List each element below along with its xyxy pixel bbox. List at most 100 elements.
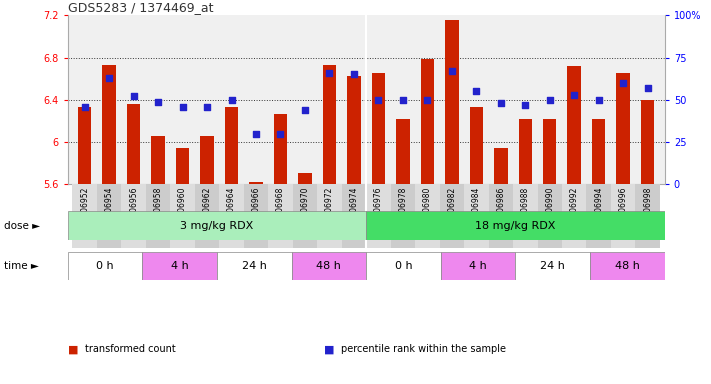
Text: 3 mg/kg RDX: 3 mg/kg RDX <box>180 220 254 231</box>
Point <box>397 97 409 103</box>
Text: transformed count: transformed count <box>85 344 176 354</box>
Bar <box>415 184 439 248</box>
Bar <box>102 65 116 184</box>
Point <box>593 97 604 103</box>
Bar <box>323 65 336 184</box>
Bar <box>464 184 488 248</box>
Bar <box>97 184 122 248</box>
Text: GSM306984: GSM306984 <box>472 187 481 233</box>
Bar <box>590 252 665 280</box>
Bar <box>171 184 195 248</box>
Bar <box>176 148 189 184</box>
Text: GSM306988: GSM306988 <box>520 187 530 233</box>
Text: 24 h: 24 h <box>540 261 565 271</box>
Point <box>495 100 506 106</box>
Point <box>128 93 139 99</box>
Bar <box>441 252 515 280</box>
Bar <box>250 182 263 184</box>
Bar <box>587 184 611 248</box>
Text: GSM306976: GSM306976 <box>374 187 383 233</box>
Bar <box>68 211 366 240</box>
Bar <box>151 136 165 184</box>
Point <box>642 85 653 91</box>
Bar <box>636 184 660 248</box>
Text: GSM306986: GSM306986 <box>496 187 506 233</box>
Bar <box>268 184 293 248</box>
Bar <box>396 119 410 184</box>
Bar <box>366 252 441 280</box>
Bar <box>567 66 581 184</box>
Point <box>152 98 164 104</box>
Point <box>348 71 360 78</box>
Bar <box>225 107 238 184</box>
Text: GSM306978: GSM306978 <box>398 187 407 233</box>
Bar <box>390 184 415 248</box>
Text: GSM306958: GSM306958 <box>154 187 163 233</box>
Bar <box>515 252 590 280</box>
Point <box>324 70 335 76</box>
Text: GSM306996: GSM306996 <box>619 187 628 233</box>
Bar <box>317 184 342 248</box>
Bar <box>445 20 459 184</box>
Text: 0 h: 0 h <box>96 261 114 271</box>
Text: GSM306952: GSM306952 <box>80 187 89 233</box>
Point <box>373 97 384 103</box>
Bar <box>219 184 244 248</box>
Text: dose ►: dose ► <box>4 220 40 231</box>
Text: GSM306960: GSM306960 <box>178 187 187 233</box>
Point <box>201 104 213 110</box>
Text: GSM306992: GSM306992 <box>570 187 579 233</box>
Text: GSM306966: GSM306966 <box>252 187 260 233</box>
Bar <box>146 184 171 248</box>
Text: 4 h: 4 h <box>469 261 487 271</box>
Point <box>275 131 287 137</box>
Text: 48 h: 48 h <box>316 261 341 271</box>
Point <box>446 68 457 74</box>
Bar <box>78 107 92 184</box>
Point <box>422 97 433 103</box>
Bar <box>244 184 268 248</box>
Bar <box>142 252 217 280</box>
Point <box>544 97 555 103</box>
Point <box>177 104 188 110</box>
Text: GSM306982: GSM306982 <box>447 187 456 233</box>
Bar <box>366 184 390 248</box>
Bar <box>372 73 385 184</box>
Text: GSM306974: GSM306974 <box>349 187 358 233</box>
Text: percentile rank within the sample: percentile rank within the sample <box>341 344 506 354</box>
Bar <box>562 184 587 248</box>
Text: ■: ■ <box>324 344 334 354</box>
Bar <box>494 148 508 184</box>
Text: GSM306970: GSM306970 <box>301 187 309 233</box>
Point <box>617 80 629 86</box>
Point <box>104 75 115 81</box>
Text: 24 h: 24 h <box>242 261 267 271</box>
Bar <box>641 100 654 184</box>
Point <box>299 107 311 113</box>
Bar <box>488 184 513 248</box>
Text: GSM306962: GSM306962 <box>203 187 212 233</box>
Text: GSM306990: GSM306990 <box>545 187 555 233</box>
Text: 0 h: 0 h <box>395 261 412 271</box>
Bar <box>342 184 366 248</box>
Text: GSM306972: GSM306972 <box>325 187 334 233</box>
Bar <box>68 252 142 280</box>
Bar <box>543 119 557 184</box>
Text: GSM306968: GSM306968 <box>276 187 285 233</box>
Point <box>250 131 262 137</box>
Text: 4 h: 4 h <box>171 261 188 271</box>
Bar <box>122 184 146 248</box>
Bar <box>347 76 360 184</box>
Bar <box>298 173 311 184</box>
Point <box>520 102 531 108</box>
Bar <box>439 184 464 248</box>
Text: GSM306956: GSM306956 <box>129 187 138 233</box>
Bar <box>73 184 97 248</box>
Point <box>226 97 237 103</box>
Bar <box>616 73 630 184</box>
Text: 48 h: 48 h <box>615 261 640 271</box>
Text: GSM306998: GSM306998 <box>643 187 652 233</box>
Bar <box>195 184 219 248</box>
Bar <box>127 104 140 184</box>
Bar <box>538 184 562 248</box>
